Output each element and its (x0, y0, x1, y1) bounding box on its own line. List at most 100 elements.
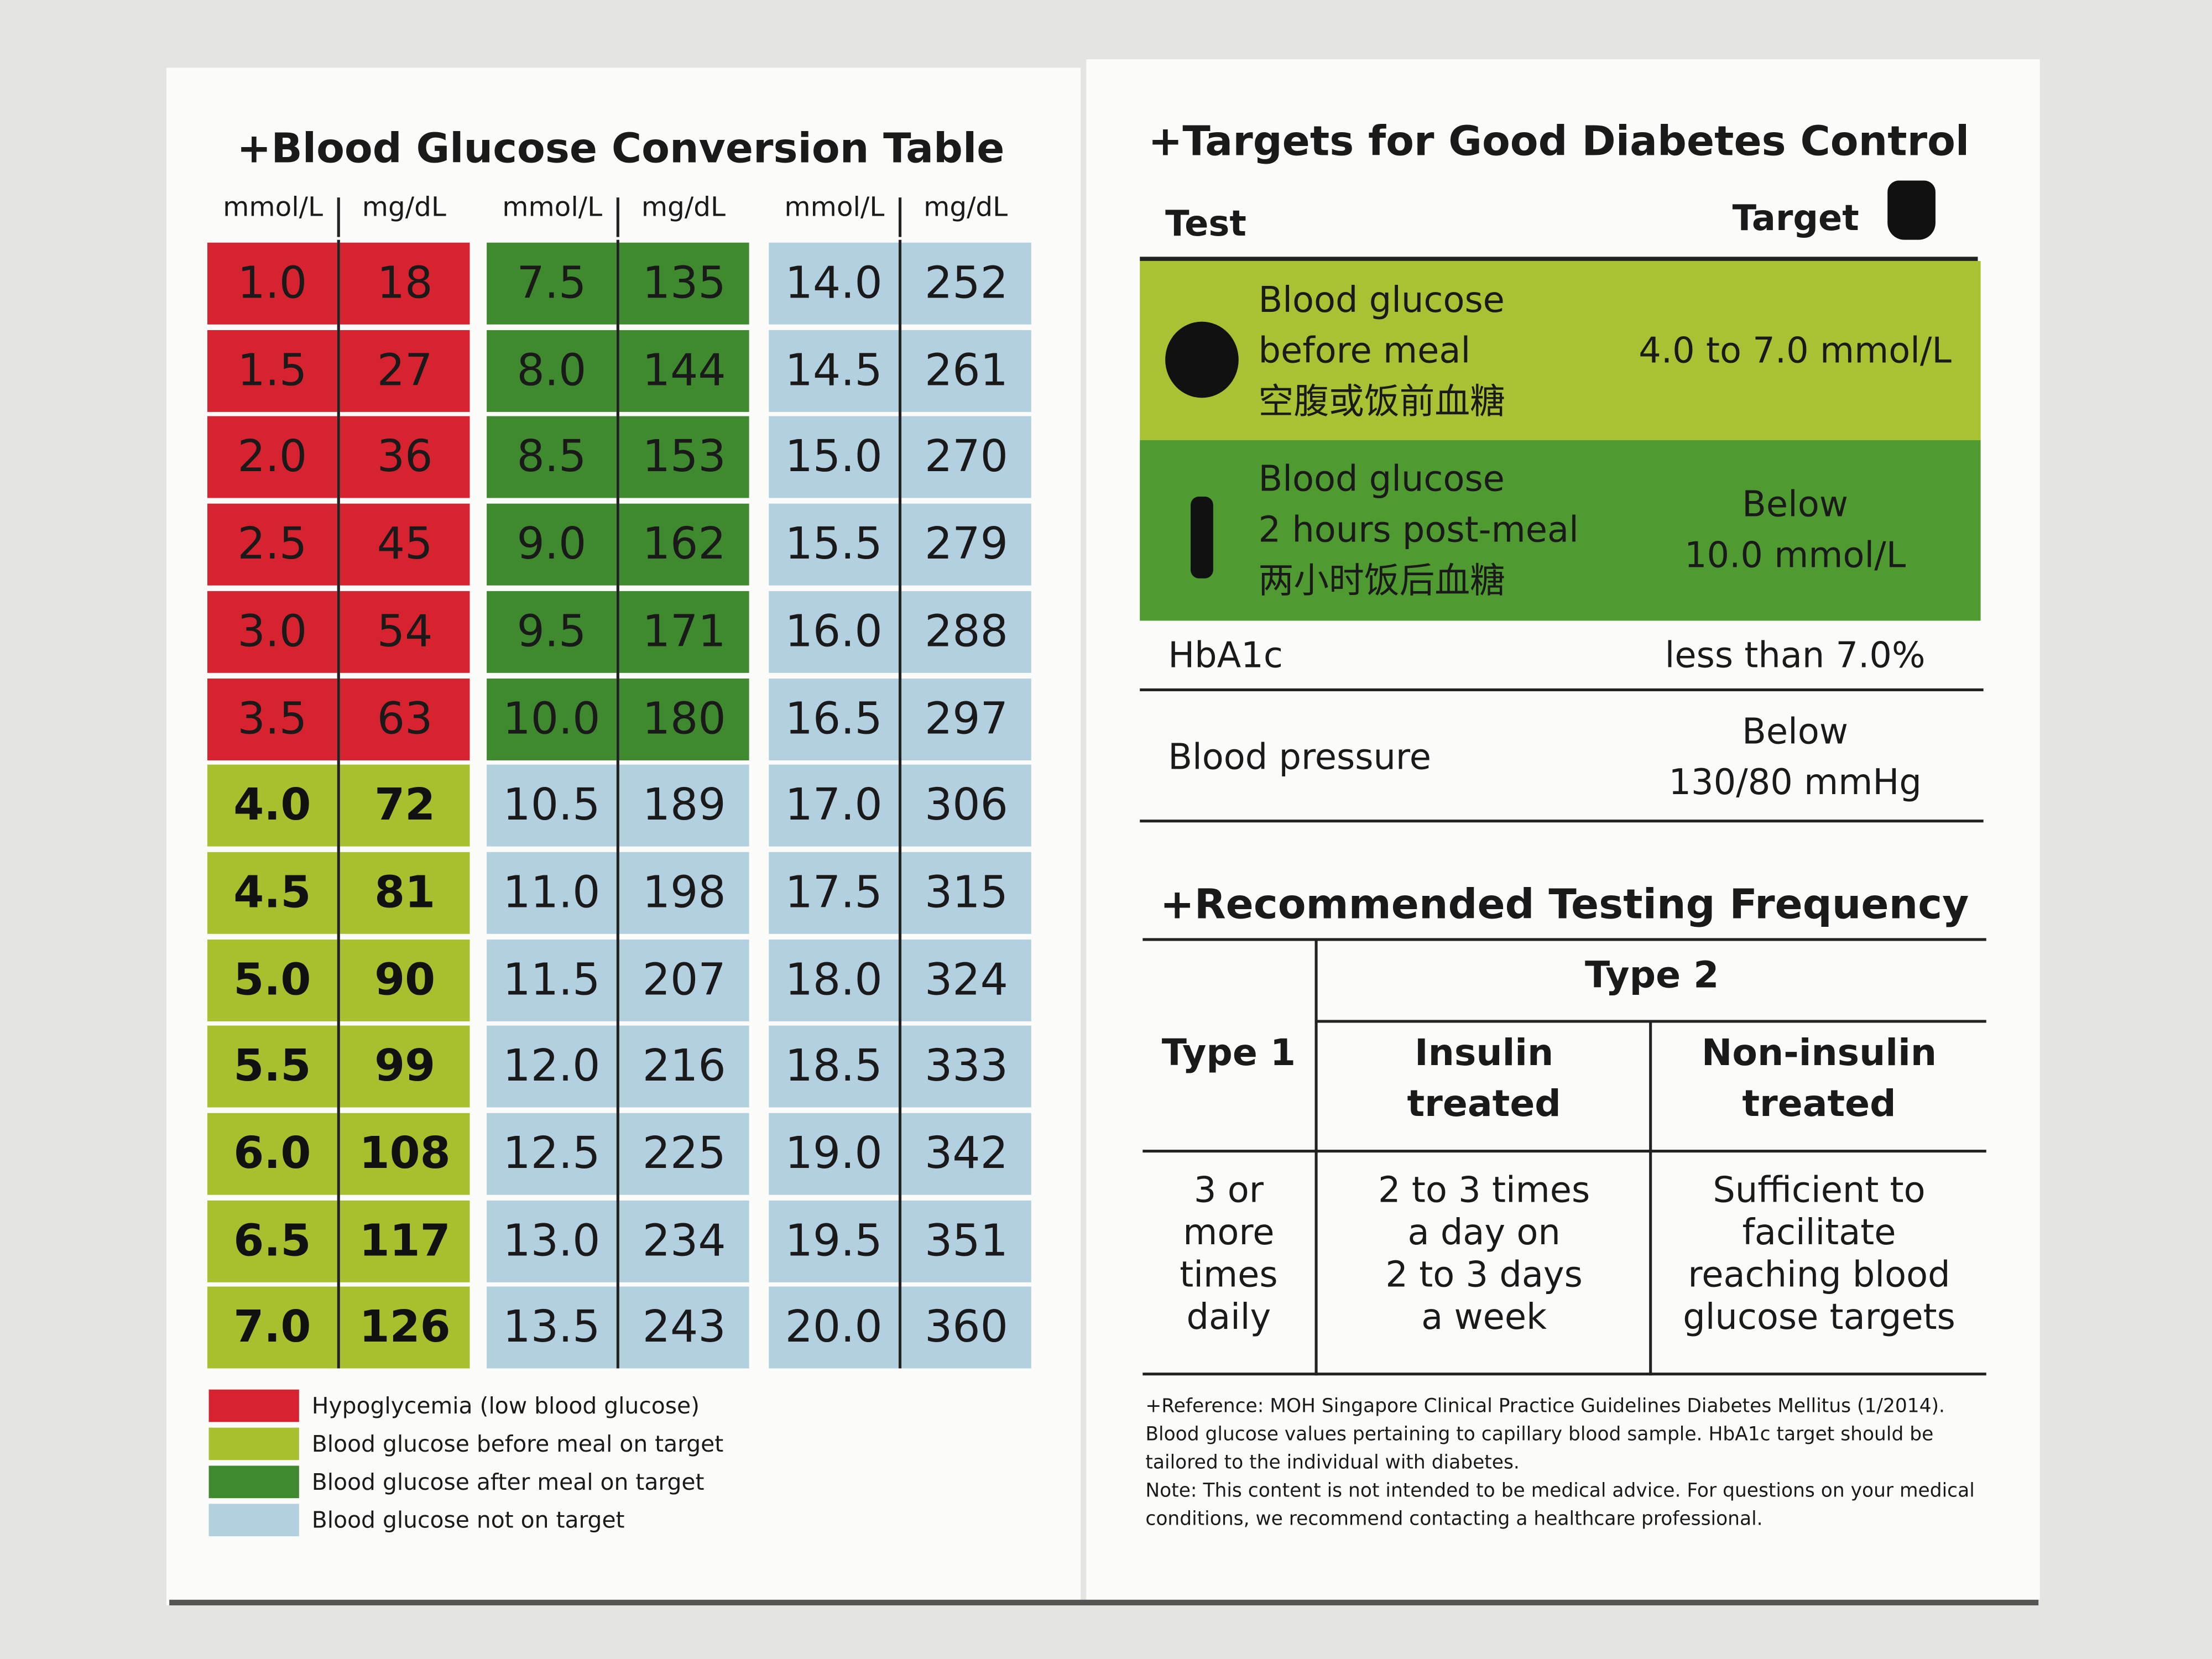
cell: 36 (340, 416, 470, 499)
cell: 17.5 (769, 852, 899, 934)
rule (1649, 1021, 1652, 1376)
reference-text: Note: This content is not intended to be… (1145, 1479, 1975, 1503)
rule (898, 197, 902, 237)
column-header: mg/dL (924, 191, 1008, 223)
header-non_insulin: Non-insulin (1701, 1032, 1937, 1075)
frequency-cell: Sufficient to (1713, 1169, 1926, 1211)
rule (1140, 257, 1978, 261)
rule (1142, 1373, 1986, 1376)
cell: 234 (619, 1200, 749, 1282)
rule (898, 239, 902, 1369)
cell: 15.5 (769, 503, 899, 586)
cell: 279 (901, 503, 1031, 586)
cell: 5.5 (207, 1026, 337, 1108)
cell: 3.5 (207, 677, 337, 760)
cell: 19.5 (769, 1200, 899, 1282)
cell: 2.5 (207, 503, 337, 586)
cell: 306 (901, 765, 1031, 847)
target-text: Below (1742, 483, 1849, 525)
cell: 261 (901, 330, 1031, 412)
column-header: mmol/L (784, 191, 885, 223)
cell: 171 (619, 591, 749, 673)
target-text: 4.0 to 7.0 mmol/L (1639, 329, 1952, 371)
legend-swatch (208, 1465, 299, 1499)
cell: 11.0 (487, 852, 617, 934)
rule (1140, 688, 1984, 691)
target-text: Below (1742, 710, 1849, 752)
rule (337, 239, 340, 1369)
cell: 11.5 (487, 938, 617, 1021)
frequency-cell: daily (1186, 1296, 1271, 1338)
cell: 13.5 (487, 1287, 617, 1369)
cell: 10.0 (487, 677, 617, 760)
legend-swatch (208, 1504, 299, 1537)
header-test: Test (1165, 203, 1246, 244)
cell: 7.5 (487, 242, 617, 325)
cell: 27 (340, 330, 470, 412)
cell: 12.5 (487, 1113, 617, 1195)
cell: 15.0 (769, 416, 899, 499)
test-text: before meal (1258, 329, 1471, 371)
test-text: 两小时饭后血糖 (1258, 560, 1505, 601)
header-non_insulin: treated (1742, 1083, 1896, 1126)
cell: 351 (901, 1200, 1031, 1282)
frequency-cell: 3 or (1193, 1169, 1264, 1211)
apple-icon (1165, 321, 1239, 398)
rule (616, 239, 619, 1369)
cell: 16.5 (769, 677, 899, 760)
cell: 17.0 (769, 765, 899, 847)
target-text: 130/80 mmHg (1668, 761, 1922, 802)
cell: 135 (619, 242, 749, 325)
test-text: 空腹或饭前血糖 (1258, 380, 1505, 421)
table-title: +Blood Glucose Conversion Table (237, 124, 1005, 173)
cell: 360 (901, 1287, 1031, 1369)
cell: 72 (340, 765, 470, 847)
cell: 63 (340, 677, 470, 760)
cell: 8.5 (487, 416, 617, 499)
cell: 126 (340, 1287, 470, 1369)
cell: 4.0 (207, 765, 337, 847)
cell: 225 (619, 1113, 749, 1195)
cell: 4.5 (207, 852, 337, 934)
cell: 252 (901, 242, 1031, 325)
column-header: mmol/L (502, 191, 603, 223)
cell: 8.0 (487, 330, 617, 412)
legend-label: Hypoglycemia (low blood glucose) (311, 1392, 700, 1420)
cell: 14.0 (769, 242, 899, 325)
test-text: 2 hours post-meal (1258, 509, 1579, 550)
cell: 6.5 (207, 1200, 337, 1282)
cell: 54 (340, 591, 470, 673)
reference-text: tailored to the individual with diabetes… (1145, 1451, 1520, 1474)
header-type2: Type 2 (1585, 955, 1719, 998)
target-text: less than 7.0% (1665, 634, 1926, 676)
header-type1: Type 1 (1161, 1032, 1296, 1075)
frequency-cell: reaching blood (1688, 1254, 1950, 1295)
cell: 117 (340, 1200, 470, 1282)
cell: 9.5 (487, 591, 617, 673)
reference-text: conditions, we recommend contacting a he… (1145, 1508, 1763, 1531)
target-row-bg (1140, 440, 1981, 621)
header-insulin: Insulin (1414, 1032, 1554, 1075)
frequency-cell: a day on (1407, 1212, 1561, 1253)
legend-swatch (208, 1389, 299, 1422)
legend-swatch (208, 1427, 299, 1460)
test-text: Blood pressure (1168, 735, 1431, 777)
reference-text: +Reference: MOH Singapore Clinical Pract… (1145, 1395, 1945, 1418)
header-insulin: treated (1407, 1083, 1561, 1126)
column-header: mg/dL (362, 191, 446, 223)
frequency-cell: a week (1421, 1296, 1547, 1338)
reference-text: Blood glucose values pertaining to capil… (1145, 1423, 1934, 1446)
cell: 216 (619, 1026, 749, 1108)
cell: 162 (619, 503, 749, 586)
rule (1142, 938, 1986, 941)
rule (1314, 939, 1318, 1376)
test-text: Blood glucose (1258, 458, 1505, 500)
target-row-bg (1140, 260, 1981, 440)
header-target: Target (1732, 197, 1859, 239)
cell: 81 (340, 852, 470, 934)
cell: 144 (619, 330, 749, 412)
cell: 9.0 (487, 503, 617, 586)
test-text: HbA1c (1168, 634, 1283, 676)
frequency-cell: glucose targets (1683, 1296, 1955, 1338)
cell: 10.5 (487, 765, 617, 847)
